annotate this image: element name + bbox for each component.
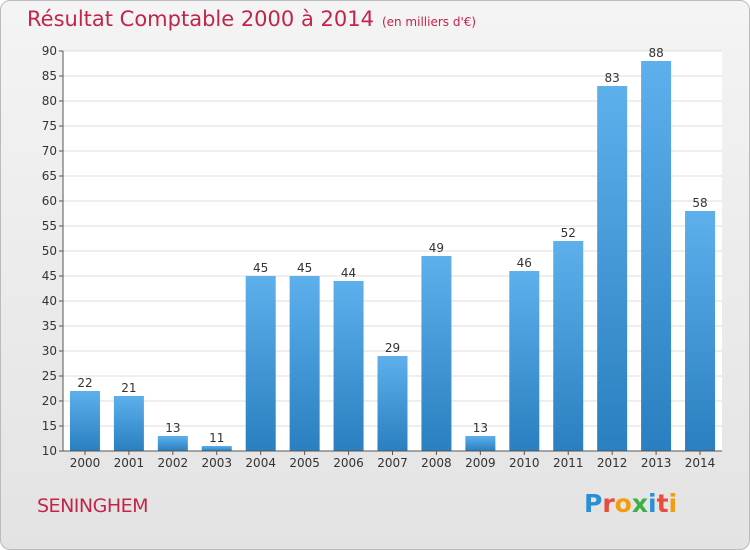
y-tick-label: 55 xyxy=(42,219,57,233)
x-tick-label: 2001 xyxy=(114,456,145,470)
bar xyxy=(377,356,408,451)
logo-letter: o xyxy=(614,489,632,518)
data-label: 88 xyxy=(648,46,663,60)
data-label: 11 xyxy=(209,431,224,445)
y-tick-label: 10 xyxy=(42,444,57,458)
bar xyxy=(245,276,276,451)
town-name: SENINGHEM xyxy=(37,495,149,517)
data-label: 45 xyxy=(297,261,312,275)
y-tick-label: 75 xyxy=(42,119,57,133)
x-tick-label: 2009 xyxy=(465,456,496,470)
logo-letter: i xyxy=(668,489,678,518)
bar-layer xyxy=(69,61,716,451)
data-label: 83 xyxy=(605,71,620,85)
data-label: 13 xyxy=(473,421,488,435)
x-tick-label: 2008 xyxy=(421,456,452,470)
bar xyxy=(201,446,232,451)
chart-title-text: Résultat Comptable 2000 à 2014 xyxy=(27,7,374,31)
x-tick-label: 2005 xyxy=(289,456,320,470)
data-label: 44 xyxy=(341,266,356,280)
y-tick-label: 40 xyxy=(42,294,57,308)
logo-letter: i xyxy=(648,489,657,518)
x-tick-label: 2014 xyxy=(685,456,716,470)
y-tick-label: 90 xyxy=(42,44,57,58)
x-tick-label: 2004 xyxy=(245,456,276,470)
logo-letter: t xyxy=(656,489,669,518)
x-tick-label: 2007 xyxy=(377,456,408,470)
y-tick-label: 65 xyxy=(42,169,57,183)
y-tick-label: 70 xyxy=(42,144,57,158)
chart-title: Résultat Comptable 2000 à 2014 (en millie… xyxy=(27,7,476,31)
data-label: 58 xyxy=(692,196,707,210)
proxiti-logo: Proxiti xyxy=(584,489,677,518)
x-tick-label: 2010 xyxy=(509,456,540,470)
y-tick-label: 20 xyxy=(42,394,57,408)
label-layer: 22 21 13 11 45 45 44 29 49 13 46 52 83 88 58 xyxy=(77,46,707,445)
bar xyxy=(465,436,496,451)
bar xyxy=(113,396,144,451)
x-tick-label: 2012 xyxy=(597,456,628,470)
y-tick-label: 80 xyxy=(42,94,57,108)
x-tick-label: 2000 xyxy=(70,456,101,470)
x-tick-label: 2011 xyxy=(553,456,584,470)
bar xyxy=(641,61,672,451)
logo-letter: x xyxy=(631,489,648,518)
bar xyxy=(421,256,452,451)
data-label: 45 xyxy=(253,261,268,275)
bar xyxy=(333,281,364,451)
y-tick-label: 85 xyxy=(42,69,57,83)
data-label: 21 xyxy=(121,381,136,395)
x-tick-label: 2002 xyxy=(158,456,189,470)
y-tick-label: 35 xyxy=(42,319,57,333)
data-label: 49 xyxy=(429,241,444,255)
bar xyxy=(289,276,320,451)
axis-layer: 10 15 20 25 30 35 40 45 50 55 60 65 70 75 80 85 90 2000 20… xyxy=(42,44,722,470)
logo-letter: r xyxy=(602,489,615,518)
bar xyxy=(509,271,540,451)
bar xyxy=(597,86,628,451)
y-tick-label: 25 xyxy=(42,369,57,383)
logo-letter: P xyxy=(584,489,603,518)
data-label: 52 xyxy=(561,226,576,240)
chart-unit-note: (en milliers d'€) xyxy=(381,15,477,29)
x-tick-label: 2003 xyxy=(201,456,232,470)
y-tick-label: 15 xyxy=(42,419,57,433)
bar xyxy=(553,241,584,451)
data-label: 13 xyxy=(165,421,180,435)
bar xyxy=(157,436,188,451)
x-tick-label: 2006 xyxy=(333,456,364,470)
data-label: 46 xyxy=(517,256,532,270)
bar xyxy=(69,391,100,451)
data-label: 29 xyxy=(385,341,400,355)
x-tick-label: 2013 xyxy=(641,456,672,470)
data-label: 22 xyxy=(77,376,92,390)
bar xyxy=(685,211,716,451)
y-tick-label: 45 xyxy=(42,269,57,283)
y-tick-label: 30 xyxy=(42,344,57,358)
y-tick-label: 50 xyxy=(42,244,57,258)
y-tick-label: 60 xyxy=(42,194,57,208)
